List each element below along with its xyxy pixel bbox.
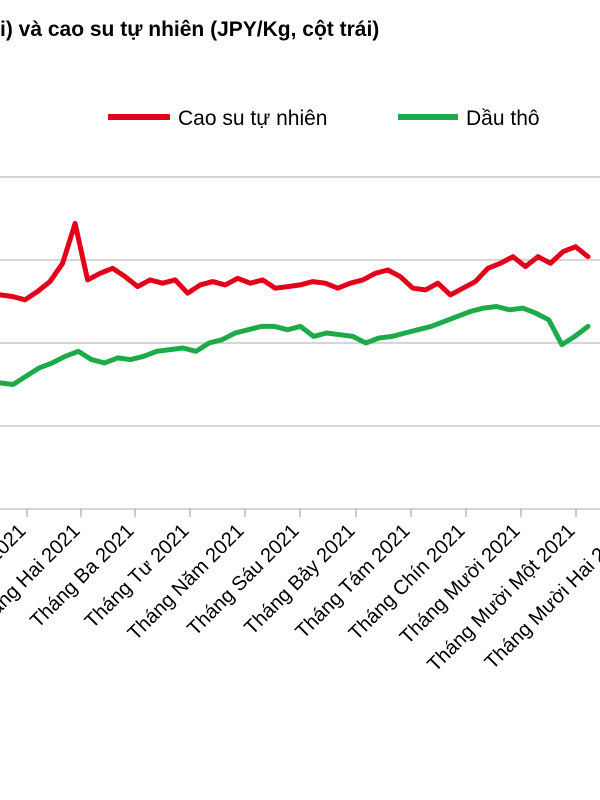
legend: Cao su tự nhiên Dầu thô xyxy=(108,107,540,130)
legend-label-crude-oil: Dầu thô xyxy=(466,107,540,130)
series-line-crude-oil xyxy=(0,304,591,387)
x-tick-label-0: 2021 xyxy=(0,520,31,567)
legend-label-natural-rubber: Cao su tự nhiên xyxy=(178,107,327,130)
gridlines xyxy=(0,176,600,510)
series-lines xyxy=(0,221,591,387)
chart-title: i) và cao su tự nhiên (JPY/Kg, cột trái) xyxy=(0,18,380,41)
series-line-natural-rubber xyxy=(0,221,591,303)
